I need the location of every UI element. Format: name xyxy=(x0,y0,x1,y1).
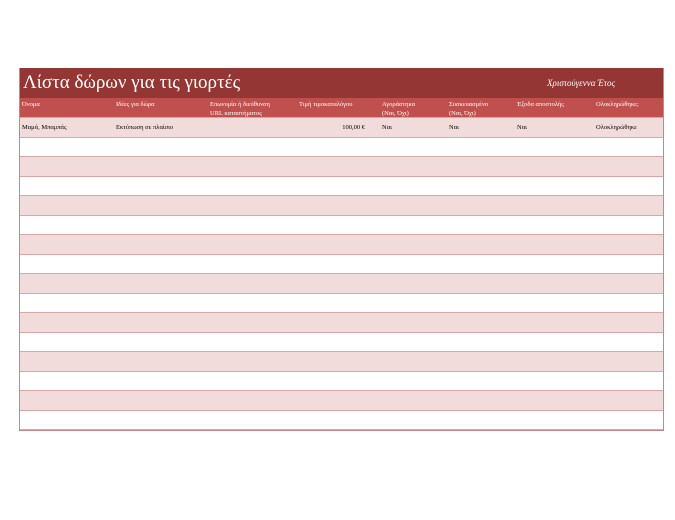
table-row xyxy=(20,235,663,255)
column-header: Τιμή τιμοκαταλόγου xyxy=(299,101,353,108)
header-row: Όνομα Ιδέες για δώρα Επωνυμία ή διεύθυνση U… xyxy=(20,98,663,118)
gift-list-table: Λίστα δώρων για τις γιορτές Χριστούγεννα… xyxy=(19,68,664,431)
table-row xyxy=(20,391,663,411)
table-row xyxy=(20,411,663,430)
table-row xyxy=(20,177,663,196)
table-row xyxy=(20,274,663,294)
table-row xyxy=(20,196,663,216)
table-row: Μαμά, Μπαμπάς Εκτύπωση σε πλαίσιο 100,00 €… xyxy=(20,118,663,138)
table-row xyxy=(20,157,663,177)
table-row xyxy=(20,294,663,313)
table-row xyxy=(20,352,663,372)
column-header: Συσκευασμένο (Ναι, Όχι) xyxy=(449,101,489,117)
column-header: Αγοράστηκα (Ναι, Όχι) xyxy=(382,101,416,117)
column-header: Όνομα xyxy=(22,101,40,108)
table-cell[interactable]: Ναι xyxy=(517,123,527,131)
column-header: Έξοδα αποστολής xyxy=(517,101,564,108)
table-cell[interactable]: Ναι xyxy=(449,123,459,131)
table-cell[interactable]: Εκτύπωση σε πλαίσιο xyxy=(116,123,174,131)
page-title: Λίστα δώρων για τις γιορτές xyxy=(23,72,241,93)
table-row xyxy=(20,216,663,235)
table-cell[interactable]: Ολοκληρώθηκε xyxy=(596,123,637,131)
table-cell[interactable]: 100,00 € xyxy=(342,123,365,131)
title-bar: Λίστα δώρων για τις γιορτές Χριστούγεννα… xyxy=(20,68,663,98)
column-header: Επωνυμία ή διεύθυνση URL καταστήματος xyxy=(210,101,270,117)
table-row xyxy=(20,138,663,157)
table-row xyxy=(20,313,663,333)
year-label: Χριστούγεννα Έτος xyxy=(547,78,616,88)
table-cell[interactable]: Ναι xyxy=(382,123,392,131)
table-row xyxy=(20,372,663,391)
table-cell[interactable]: Μαμά, Μπαμπάς xyxy=(22,123,67,131)
table-row xyxy=(20,255,663,274)
column-header: Ιδέες για δώρα xyxy=(116,101,155,108)
column-header: Ολοκληρώθηκε; xyxy=(596,101,639,108)
table-row xyxy=(20,333,663,352)
